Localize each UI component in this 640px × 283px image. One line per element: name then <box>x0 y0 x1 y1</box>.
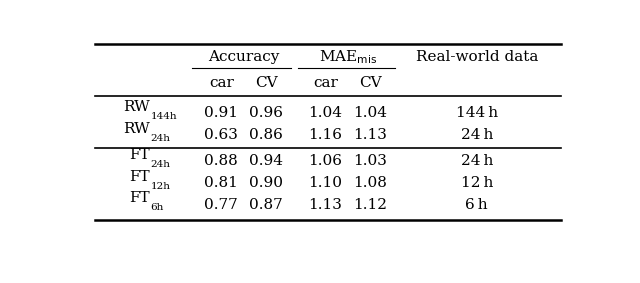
Text: FT: FT <box>129 148 150 162</box>
Text: 0.88: 0.88 <box>205 155 238 168</box>
Text: car: car <box>313 76 338 90</box>
Text: Real-world data: Real-world data <box>415 50 538 64</box>
Text: 24h: 24h <box>150 160 170 169</box>
Text: 1.06: 1.06 <box>308 155 342 168</box>
Text: 144 h: 144 h <box>456 106 498 121</box>
Text: 0.87: 0.87 <box>249 198 283 212</box>
Text: 1.03: 1.03 <box>353 155 387 168</box>
Text: 0.96: 0.96 <box>249 106 283 121</box>
Text: 12h: 12h <box>150 182 170 191</box>
Text: Accuracy: Accuracy <box>208 50 280 64</box>
Text: 1.16: 1.16 <box>308 128 342 142</box>
Text: 1.13: 1.13 <box>353 128 387 142</box>
Text: MAE$_{\mathrm{mis}}$: MAE$_{\mathrm{mis}}$ <box>319 48 377 66</box>
Text: 0.81: 0.81 <box>204 176 238 190</box>
Text: 1.04: 1.04 <box>308 106 342 121</box>
Text: 6 h: 6 h <box>465 198 488 212</box>
Text: 24 h: 24 h <box>461 128 493 142</box>
Text: 0.91: 0.91 <box>204 106 238 121</box>
Text: 12 h: 12 h <box>461 176 493 190</box>
Text: 1.12: 1.12 <box>353 198 387 212</box>
Text: RW: RW <box>123 122 150 136</box>
Text: 1.10: 1.10 <box>308 176 342 190</box>
Text: 0.77: 0.77 <box>205 198 238 212</box>
Text: 0.86: 0.86 <box>249 128 283 142</box>
Text: CV: CV <box>255 76 277 90</box>
Text: car: car <box>209 76 234 90</box>
Text: CV: CV <box>359 76 381 90</box>
Text: 1.13: 1.13 <box>308 198 342 212</box>
Text: 144h: 144h <box>150 112 177 121</box>
Text: FT: FT <box>129 170 150 184</box>
Text: 24 h: 24 h <box>461 155 493 168</box>
Text: FT: FT <box>129 191 150 205</box>
Text: 0.90: 0.90 <box>249 176 283 190</box>
Text: 24h: 24h <box>150 134 170 143</box>
Text: 1.08: 1.08 <box>353 176 387 190</box>
Text: RW: RW <box>123 100 150 114</box>
Text: 6h: 6h <box>150 203 164 213</box>
Text: 1.04: 1.04 <box>353 106 387 121</box>
Text: 0.94: 0.94 <box>249 155 283 168</box>
Text: 0.63: 0.63 <box>204 128 238 142</box>
